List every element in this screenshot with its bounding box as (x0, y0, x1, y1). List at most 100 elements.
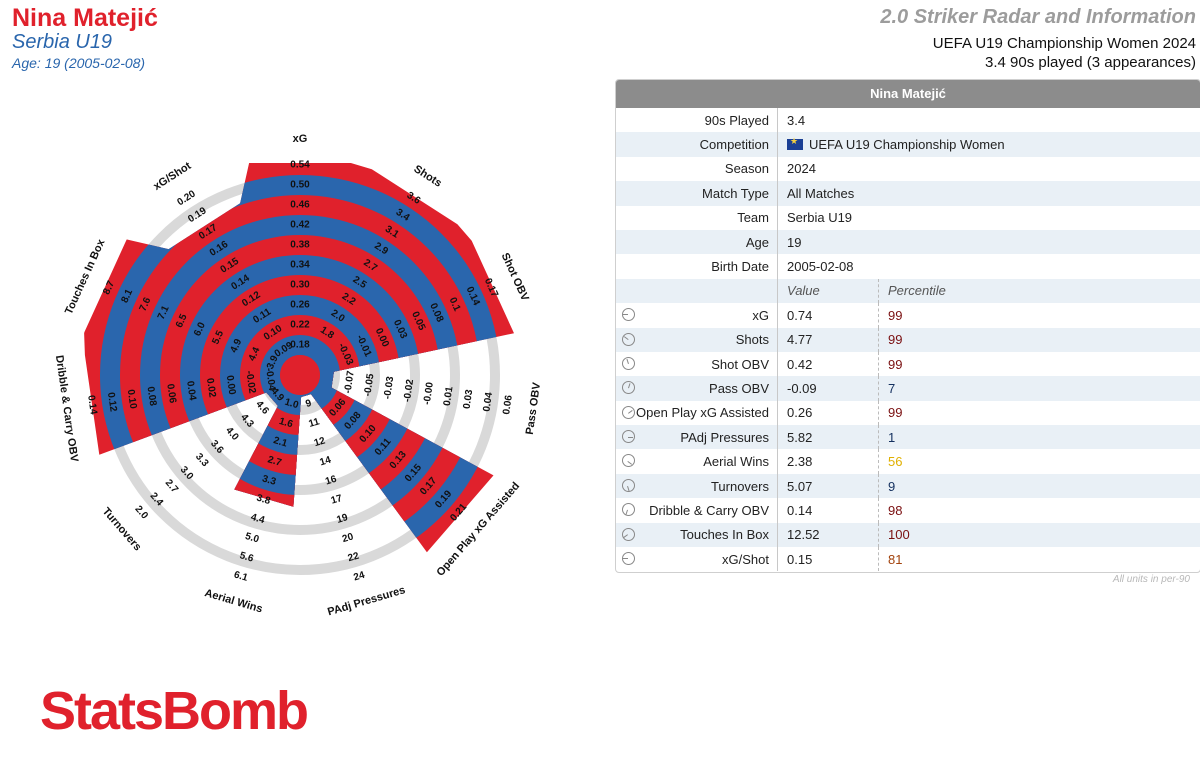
metric-value: 0.26 (787, 405, 813, 421)
team-name: Serbia U19 (12, 31, 113, 53)
metric-label-text: Pass OBV (709, 380, 769, 396)
eu-flag-icon (787, 136, 803, 151)
info-label: Season (724, 161, 769, 177)
age-line: Age: 19 (2005-02-08) (12, 55, 146, 71)
dashed-divider (878, 327, 879, 352)
percentile-header: Percentile (888, 283, 946, 299)
column-divider (777, 327, 778, 352)
gauge-icon (622, 430, 635, 444)
radar-metric-label: Dribble & Carry OBV (53, 354, 80, 463)
radar-tick-label: 0.42 (290, 220, 310, 231)
gauge-icon (622, 552, 635, 566)
radar-tick-label: 0.03 (462, 388, 476, 409)
info-value: 19 (778, 235, 801, 250)
radar-tick-label: 8.7 (101, 279, 117, 297)
column-divider (777, 376, 778, 401)
metric-value: 0.15 (787, 551, 813, 567)
metric-row: Open Play xG Assisted 0.26 99 (616, 400, 1200, 426)
radar-tick-label: -0.00 (422, 381, 436, 406)
column-divider (777, 425, 778, 450)
radar-metric-label: Shots (412, 163, 444, 190)
radar-tick-label: 7.1 (156, 304, 172, 322)
metric-label-text: PAdj Pressures (680, 429, 769, 445)
metric-label: Turnovers (616, 474, 777, 498)
radar-tick-label: 20 (341, 531, 355, 545)
radar-title: 2.0 Striker Radar and Information (880, 6, 1196, 28)
column-divider (777, 278, 778, 304)
dashed-divider (878, 351, 879, 377)
metric-label: xG (616, 303, 777, 327)
radar-tick-label: 4.4 (247, 345, 263, 363)
metric-label-text: Open Play xG Assisted (636, 405, 769, 421)
radar-tick-label: 0.06 (164, 383, 178, 404)
metric-label: Shot OBV (616, 352, 777, 376)
column-divider (777, 156, 778, 182)
info-value-text: 2024 (787, 161, 816, 177)
metric-percentile: 56 (888, 454, 903, 470)
radar-tick-label: 0.10 (125, 389, 139, 410)
radar-tick-label: 16 (324, 474, 338, 488)
radar-tick-label: 19 (335, 512, 349, 526)
radar-tick-label: 0.50 (290, 180, 310, 191)
metric-label: Pass OBV (616, 376, 777, 400)
radar-tick-label: 24 (352, 570, 366, 584)
info-value: 2005-02-08 (778, 259, 854, 274)
info-row: Season 2024 (616, 156, 1200, 182)
column-divider (777, 400, 778, 426)
info-label: Competition (699, 137, 769, 153)
metric-value: 0.14 (787, 502, 813, 518)
info-value: Serbia U19 (778, 210, 852, 225)
radar-tick-label: 0.00 (224, 375, 238, 396)
gauge-icon (622, 308, 635, 322)
radar-tick-label: -0.02 (402, 378, 416, 403)
metric-row: Touches In Box 12.52 100 (616, 522, 1200, 548)
dashed-divider (878, 449, 879, 474)
info-value-text: Serbia U19 (787, 210, 853, 226)
radar-tick-label: 4.4 (249, 512, 266, 527)
metric-percentile: 7 (888, 380, 896, 396)
radar-tick-label: 17 (330, 493, 344, 507)
radar-tick-label: 7.6 (138, 295, 154, 313)
radar-tick-label: 0.54 (290, 160, 310, 171)
metric-label-text: Shot OBV (711, 356, 769, 372)
dashed-divider (878, 522, 879, 548)
radar-hub (280, 355, 320, 395)
metric-header-blank (616, 279, 777, 303)
column-divider (777, 254, 778, 279)
gauge-icon (622, 454, 635, 468)
info-value: 3.4 (778, 113, 805, 128)
column-divider (777, 132, 778, 157)
metric-label: PAdj Pressures (616, 425, 777, 449)
radar-tick-label: 14 (319, 455, 333, 469)
gauge-icon (622, 503, 635, 517)
radar-tick-label: 0.34 (290, 260, 310, 271)
info-value-text: All Matches (787, 185, 855, 201)
statsbomb-logo: StatsBomb (40, 681, 309, 741)
metric-row: Shots 4.77 99 (616, 327, 1200, 352)
metric-label-text: Shots (735, 332, 769, 348)
radar-tick-label: -0.07 (343, 370, 357, 395)
radar-chart: 0.18 0.22 0.26 0.30 0.34 0.38 0.42 0.46 0.50 0.54… (53, 133, 543, 619)
info-value: All Matches (778, 186, 854, 201)
metric-percentile: 99 (888, 405, 903, 421)
metric-percentile: 99 (888, 356, 903, 372)
column-divider (777, 181, 778, 206)
metric-value: 5.07 (787, 478, 813, 494)
gauge-icon (622, 332, 635, 346)
radar-tick-label: 0.12 (105, 392, 119, 413)
info-value: UEFA U19 Championship Women (778, 136, 1005, 152)
radar-metric-label: Pass OBV (524, 381, 543, 435)
metric-label-text: Touches In Box (680, 527, 769, 543)
column-divider (777, 303, 778, 328)
metric-value: 5.82 (787, 429, 813, 445)
radar-tick-label: 0.08 (145, 386, 159, 407)
metric-label-text: Aerial Wins (703, 454, 769, 470)
column-divider (777, 473, 778, 499)
info-value-text: 19 (787, 234, 802, 250)
competition-line: UEFA U19 Championship Women 2024 (932, 35, 1196, 52)
radar-tick-label: 6.1 (233, 569, 250, 584)
metric-value: 0.42 (787, 356, 813, 372)
dashed-divider (878, 498, 879, 523)
metric-label-text: Turnovers (710, 478, 769, 494)
metric-row: xG 0.74 99 (616, 303, 1200, 328)
